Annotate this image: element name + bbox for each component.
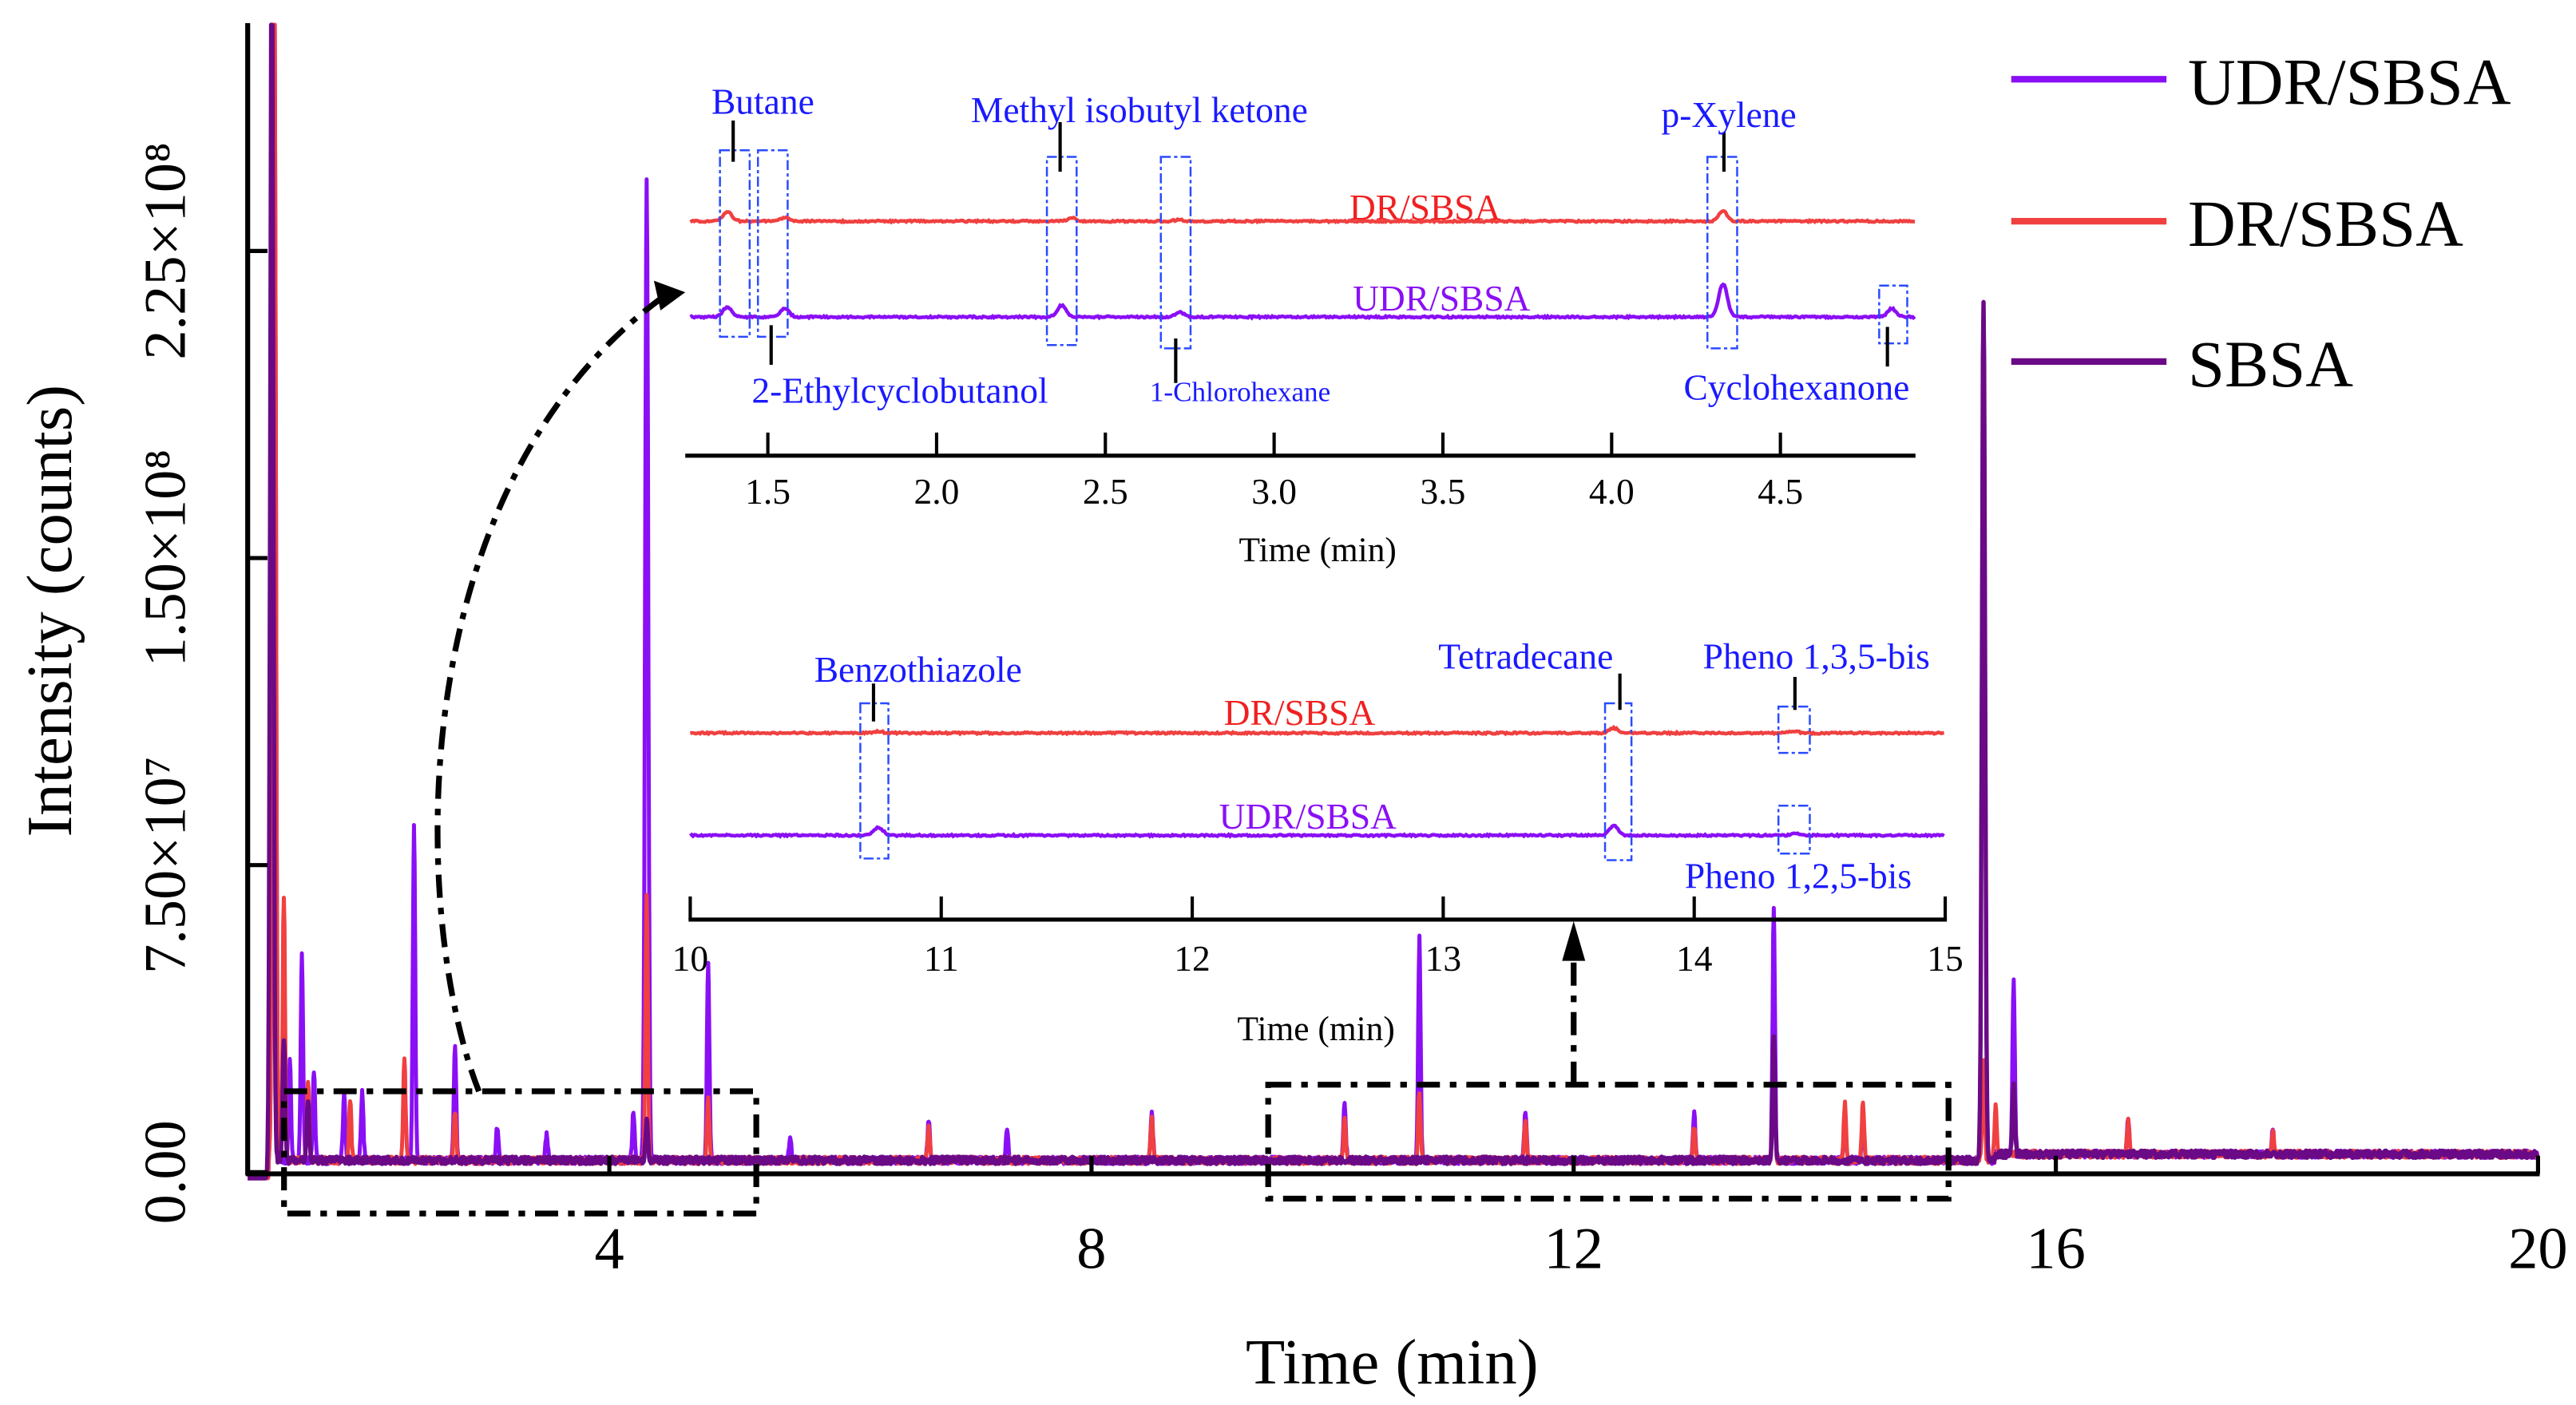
y-tick-label: 2.25×10⁸ xyxy=(133,142,199,360)
main-axes xyxy=(245,22,2540,1177)
inset1-x-tick-label: 2.0 xyxy=(914,471,960,512)
annotation-benzothiazole: Benzothiazole xyxy=(814,649,1022,690)
main-series-lines xyxy=(246,22,2540,1181)
annotation-mibk: Methyl isobutyl ketone xyxy=(971,89,1308,130)
inset2-dr-label: DR/SBSA xyxy=(1224,692,1376,733)
inset2-x-tick-label: 10 xyxy=(672,938,708,979)
inset1-x-tick-label: 4.5 xyxy=(1758,471,1803,512)
annotation-butane: Butane xyxy=(711,81,814,122)
inset1-udr-trace xyxy=(689,282,1916,321)
inset2-x-tick-label: 11 xyxy=(924,938,959,979)
inset2-udr-trace xyxy=(689,823,1945,839)
highlight-box-pheno125 xyxy=(1777,805,1811,855)
inset2-dr-trace xyxy=(689,724,1944,737)
annotation-pheno125: Pheno 1,2,5-bis xyxy=(1685,856,1912,896)
highlight-box-chlorohexane xyxy=(1159,156,1192,350)
inset2-x-tick-label: 15 xyxy=(1927,938,1963,979)
legend-label-dr: DR/SBSA xyxy=(2188,187,2463,260)
highlight-box-pheno135 xyxy=(1777,705,1811,754)
annotation-chlorohexane: 1-Chlorohexane xyxy=(1150,377,1330,408)
inset1-x-tick-label: 4.0 xyxy=(1589,471,1635,512)
annotation-xylene: p-Xylene xyxy=(1662,94,1797,135)
x-tick-label: 16 xyxy=(2026,1216,2085,1281)
inset1-dr-label: DR/SBSA xyxy=(1349,187,1501,228)
arrowhead-up-icon xyxy=(1562,921,1586,961)
inset2-x-tick-label: 13 xyxy=(1425,938,1461,979)
annotation-tetradecane: Tetradecane xyxy=(1438,636,1613,677)
inset1-x-tick-label: 1.5 xyxy=(745,471,791,512)
annotation-cyclohexanone: Cyclohexanone xyxy=(1683,366,1909,407)
legend-label-udr: UDR/SBSA xyxy=(2188,45,2511,118)
x-tick-label: 12 xyxy=(1544,1216,1603,1281)
arrowhead-icon xyxy=(653,280,686,311)
main-ticks: 4 8 12 16 20 0.00 7.50×10⁷ 1.50×10⁸ 2.25×10⁸ xyxy=(133,142,2568,1281)
inset1-x-label: Time (min) xyxy=(1239,531,1397,569)
annotation-pheno135: Pheno 1,3,5-bis xyxy=(1703,636,1930,677)
legend: UDR/SBSA DR/SBSA SBSA xyxy=(2011,45,2511,401)
curved-arrow-connector xyxy=(434,296,663,1093)
x-axis-label: Time (min) xyxy=(1246,1327,1539,1398)
inset1-dr-trace xyxy=(689,208,1915,225)
zoom-region-early xyxy=(281,1088,759,1217)
inset1-x-tick-label: 3.0 xyxy=(1251,471,1297,512)
y-tick-label: 0.00 xyxy=(133,1120,199,1224)
inset1-x-tick-label: 2.5 xyxy=(1083,471,1128,512)
inset2-x-tick-label: 12 xyxy=(1174,938,1210,979)
y-tick-label: 1.50×10⁸ xyxy=(133,449,199,667)
highlight-box-xylene xyxy=(1706,156,1738,350)
inset-late: 10 11 12 13 14 15 Time (min) DR/SBSA UDR/SBSA… xyxy=(672,636,1964,1048)
series-line-sbsa xyxy=(246,22,2540,1181)
inset1-x-tick-label: 3.5 xyxy=(1421,471,1466,512)
x-tick-label: 8 xyxy=(1076,1216,1106,1281)
annotation-ethylcyclobutanol: 2-Ethylcyclobutanol xyxy=(751,370,1048,411)
y-tick-label: 7.50×10⁷ xyxy=(133,756,199,974)
x-tick-label: 4 xyxy=(594,1216,624,1281)
inset-early: 1.5 2.0 2.5 3.0 3.5 4.0 4.5 Time (min) DR/SBSA… xyxy=(685,81,1916,569)
inset2-udr-label: UDR/SBSA xyxy=(1219,796,1397,837)
highlight-box-cyclohexanone xyxy=(1878,284,1908,345)
inset2-x-tick-label: 14 xyxy=(1676,938,1713,979)
x-tick-label: 20 xyxy=(2508,1216,2567,1281)
inset2-x-label: Time (min) xyxy=(1237,1010,1394,1048)
legend-label-sbsa: SBSA xyxy=(2188,327,2353,401)
y-axis-label: Intensity (counts) xyxy=(14,385,85,837)
inset1-udr-label: UDR/SBSA xyxy=(1353,278,1531,319)
